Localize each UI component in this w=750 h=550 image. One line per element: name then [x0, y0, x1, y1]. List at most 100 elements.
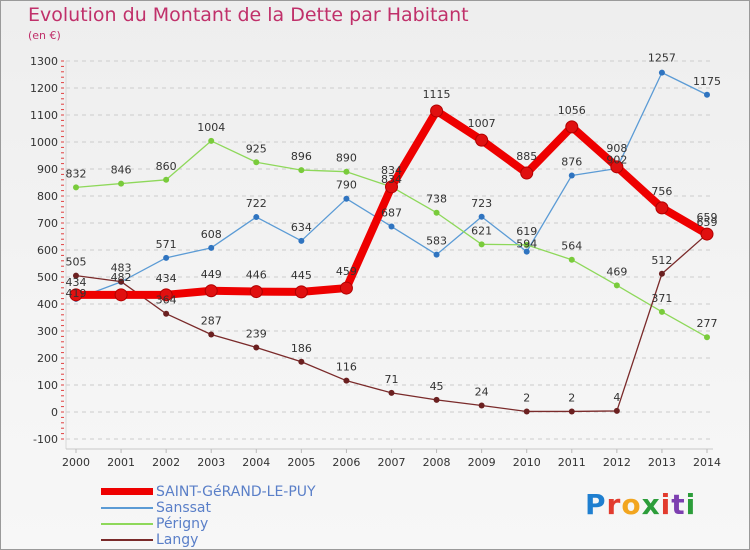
- data-point-sanssat: [253, 214, 260, 221]
- x-tick-label: 2005: [287, 456, 315, 469]
- data-point-saint-g-rand-le-puy: [294, 285, 308, 299]
- data-point-p-rigny: [613, 282, 620, 289]
- data-point-p-rigny: [253, 159, 260, 166]
- data-label: 45: [430, 380, 444, 393]
- logo-letter: r: [606, 488, 622, 521]
- data-point-langy: [433, 396, 440, 403]
- data-point-sanssat: [343, 195, 350, 202]
- data-label: 723: [471, 197, 492, 210]
- data-point-p-rigny: [163, 176, 170, 183]
- data-point-p-rigny: [208, 137, 215, 144]
- legend-label: SAINT-GéRAND-LE-PUY: [156, 484, 316, 500]
- data-label: 608: [201, 228, 222, 241]
- data-label: 738: [426, 193, 447, 206]
- data-point-sanssat: [478, 213, 485, 220]
- data-point-p-rigny: [298, 167, 305, 174]
- data-point-saint-g-rand-le-puy: [339, 281, 353, 295]
- data-label: 1007: [468, 117, 496, 130]
- data-label: 434: [156, 272, 177, 285]
- logo-letter: i: [685, 488, 697, 521]
- data-point-sanssat: [523, 248, 530, 255]
- data-label: 186: [291, 342, 312, 355]
- data-label: 834: [381, 173, 402, 186]
- data-label: 434: [66, 276, 87, 289]
- data-label: 1257: [648, 52, 676, 65]
- data-label: 1056: [558, 104, 586, 117]
- data-point-langy: [523, 408, 530, 415]
- data-point-langy: [298, 358, 305, 365]
- data-point-p-rigny: [73, 184, 79, 191]
- data-label: 1115: [423, 88, 451, 101]
- data-point-saint-g-rand-le-puy: [204, 284, 218, 298]
- x-tick-label: 2013: [648, 456, 676, 469]
- data-point-saint-g-rand-le-puy: [565, 120, 579, 134]
- y-tick-label: 1000: [30, 136, 58, 149]
- data-point-p-rigny: [343, 168, 350, 175]
- data-label: 876: [561, 155, 582, 168]
- axes: [61, 60, 713, 453]
- data-point-langy: [253, 344, 260, 351]
- x-tick-label: 2010: [513, 456, 541, 469]
- data-point-langy: [388, 389, 395, 396]
- data-label: 24: [475, 386, 489, 399]
- data-point-p-rigny: [433, 209, 440, 216]
- data-point-sanssat: [208, 244, 215, 251]
- data-label: 925: [246, 142, 267, 155]
- x-tick-label: 2002: [152, 456, 180, 469]
- legend-label: Langy: [156, 532, 199, 548]
- logo-letter: x: [641, 488, 661, 521]
- data-label: 846: [111, 164, 132, 177]
- data-label: 371: [651, 292, 672, 305]
- data-label: 594: [516, 238, 537, 251]
- legend-swatch-saint-gerand-le-puy: [101, 488, 153, 495]
- data-label: 790: [336, 179, 357, 192]
- data-point-sanssat: [433, 251, 440, 258]
- data-label: 512: [651, 254, 672, 267]
- legend-label: Périgny: [156, 516, 209, 532]
- data-label: 634: [291, 221, 312, 234]
- y-tick-label: 700: [37, 217, 58, 230]
- data-label: 71: [385, 373, 399, 386]
- logo-letter: t: [671, 488, 686, 521]
- chart-title: Evolution du Montant de la Dette par Hab…: [28, 4, 469, 26]
- legend-swatch-sanssat: [101, 507, 153, 509]
- data-point-langy: [343, 377, 350, 384]
- data-label: 908: [606, 142, 627, 155]
- legend-swatch-perigny: [101, 523, 153, 525]
- x-tick-label: 2001: [107, 456, 135, 469]
- data-point-sanssat: [298, 237, 305, 244]
- data-label: 564: [561, 240, 582, 253]
- y-tick-label: 800: [37, 190, 58, 203]
- data-point-saint-g-rand-le-puy: [159, 288, 173, 302]
- data-label: 722: [246, 197, 267, 210]
- data-label: 619: [516, 225, 537, 238]
- data-point-saint-g-rand-le-puy: [610, 160, 624, 174]
- data-label: 890: [336, 152, 357, 165]
- x-tick-label: 2003: [197, 456, 225, 469]
- data-point-langy: [163, 310, 170, 317]
- data-label: 4: [613, 391, 620, 404]
- data-label: 687: [381, 207, 402, 220]
- data-point-p-rigny: [658, 308, 665, 315]
- data-label: 505: [66, 256, 87, 269]
- data-point-sanssat: [658, 69, 665, 76]
- data-label: 482: [111, 271, 132, 284]
- data-label: 659: [697, 211, 718, 224]
- data-label: 896: [291, 150, 312, 163]
- data-label: 364: [156, 294, 177, 307]
- data-label: 571: [156, 238, 177, 251]
- data-label: 469: [606, 265, 627, 278]
- proxiti-logo: Proxiti: [585, 488, 696, 521]
- data-point-saint-g-rand-le-puy: [655, 201, 669, 215]
- data-label: 885: [516, 150, 537, 163]
- data-point-langy: [613, 407, 620, 414]
- legend-swatch-langy: [101, 539, 153, 541]
- y-tick-label: 600: [37, 244, 58, 257]
- data-point-sanssat: [568, 172, 575, 179]
- data-label: 1175: [693, 75, 721, 88]
- x-tick-label: 2012: [603, 456, 631, 469]
- data-label: 459: [336, 265, 357, 278]
- data-label: 287: [201, 315, 222, 328]
